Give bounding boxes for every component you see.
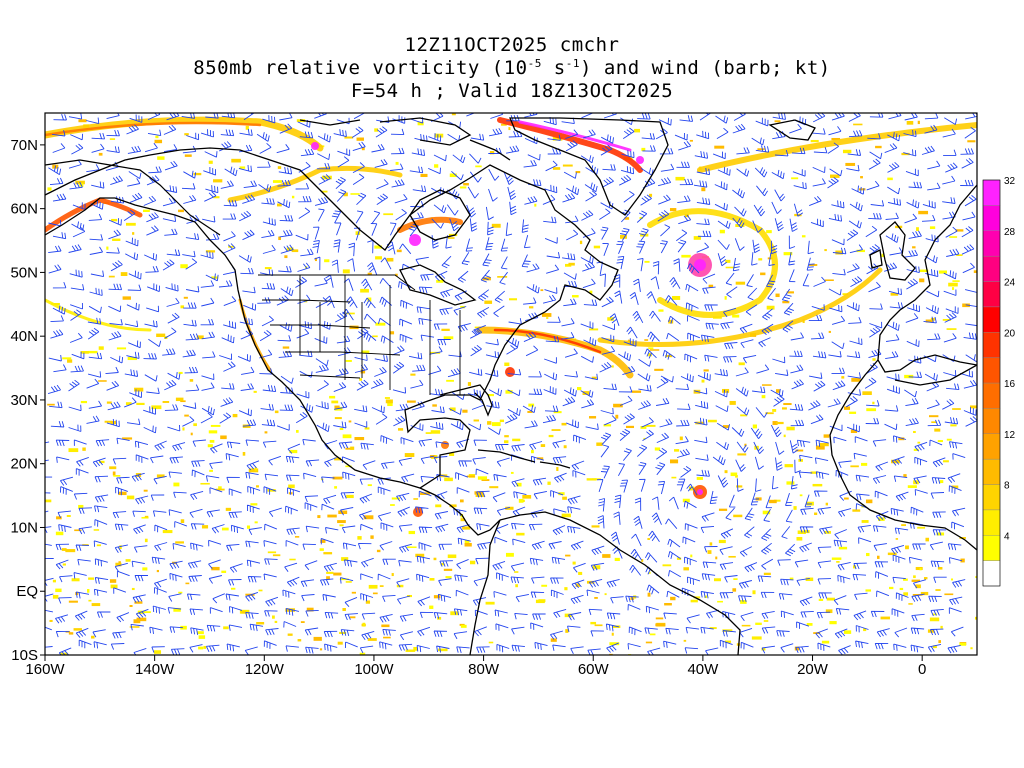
colorbar-swatch — [982, 179, 1001, 206]
longitude-labels: 160W 140W 120W 100W 80W 60W 40W 20W 0 — [25, 661, 926, 678]
lon-label: 100W — [354, 661, 394, 678]
colorbar-swatch — [982, 509, 1001, 536]
colorbar-label: 28 — [1004, 227, 1016, 238]
title-line-2: 850mb relative vorticity (10-5 s-1) and … — [0, 57, 1024, 79]
map-frame — [44, 112, 978, 656]
title-exponent-2: -1 — [565, 57, 580, 70]
map-plot-area — [45, 113, 977, 655]
colorbar-label: 20 — [1004, 328, 1016, 339]
lon-label: 140W — [135, 661, 175, 678]
lon-label: 0 — [918, 661, 926, 678]
colorbar-swatch — [982, 484, 1001, 511]
colorbar-swatch — [982, 332, 1001, 358]
coastlines-borders — [45, 117, 977, 655]
lon-label: 120W — [245, 661, 285, 678]
lon-label: 40W — [687, 661, 719, 678]
colorbar-swatch — [982, 230, 1001, 257]
title-line-3: F=54 h ; Valid 18Z13OCT2025 — [350, 80, 674, 102]
colorbar-swatch — [982, 433, 1001, 460]
title-variable: 850mb relative vorticity (10 — [193, 57, 528, 79]
colorbar-swatch — [982, 281, 1001, 308]
colorbar: 4 8 12 16 20 24 28 32 — [982, 176, 1016, 587]
colorbar-label: 16 — [1004, 379, 1016, 390]
colorbar-swatch — [982, 560, 1001, 587]
colorbar-label: 4 — [1004, 531, 1010, 542]
title-line-1: 12Z11OCT2025 cmchr — [404, 34, 620, 56]
colorbar-label: 24 — [1004, 278, 1016, 289]
colorbar-swatch — [982, 408, 1001, 434]
vorticity-shading — [45, 113, 977, 655]
lon-label: 60W — [578, 661, 610, 678]
lon-label: 160W — [25, 661, 65, 678]
lat-label: 70N — [10, 137, 38, 154]
colorbar-swatch — [982, 205, 1001, 231]
colorbar-label: 32 — [1004, 176, 1016, 187]
wind-barbs — [45, 113, 977, 655]
lat-label: 20N — [10, 456, 38, 473]
colorbar-label: 8 — [1004, 481, 1010, 492]
colorbar-swatch — [982, 306, 1001, 333]
colorbar-swatch — [982, 382, 1001, 409]
lat-label: 10S — [11, 647, 38, 664]
colorbar-swatch — [982, 535, 1001, 561]
lat-label: 10N — [10, 519, 38, 536]
title-wind: ) and wind (barb; kt) — [579, 57, 831, 79]
axis-ticks — [40, 144, 923, 661]
colorbar-swatch — [982, 357, 1001, 384]
colorbar-swatch — [982, 458, 1001, 485]
lat-label: 30N — [10, 392, 38, 409]
lon-label: 80W — [468, 661, 500, 678]
colorbar-swatch — [982, 255, 1001, 282]
colorbar-label: 12 — [1004, 430, 1016, 441]
lat-label: 60N — [10, 201, 38, 218]
title-exponent-1: -5 — [527, 57, 542, 70]
lat-label: 40N — [10, 328, 38, 345]
lat-label: 50N — [10, 264, 38, 281]
lat-label: EQ — [16, 583, 38, 600]
lon-label: 20W — [797, 661, 829, 678]
latitude-labels: 70N 60N 50N 40N 30N 20N 10N EQ 10S — [10, 137, 38, 664]
title-units: s — [541, 57, 566, 79]
